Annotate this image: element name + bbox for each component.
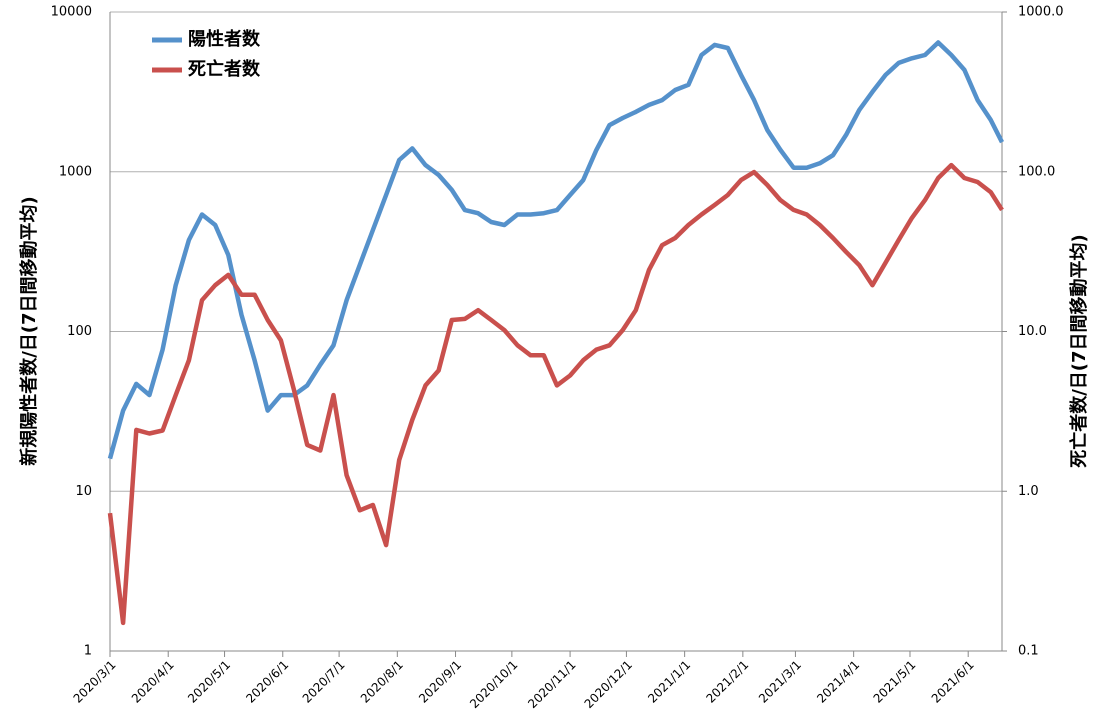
x-tick-label: 2020/12/1: [582, 658, 635, 711]
y2-tick-label: 1000.0: [1018, 5, 1064, 20]
x-tick-label: 2020/6/1: [243, 658, 291, 706]
y-axis-label: 新規陽性者数/日(7日間移動平均): [18, 196, 40, 466]
x-tick-label: 2021/5/1: [871, 658, 919, 706]
x-tick-label: 2020/5/1: [185, 658, 233, 706]
legend-label: 陽性者数: [188, 28, 261, 50]
y2-tick-label: 100.0: [1018, 164, 1055, 179]
y2-tick-label: 0.1: [1018, 644, 1039, 659]
data-line: [107, 162, 1004, 626]
x-tick-label: 2021/1/1: [645, 658, 693, 706]
x-tick-label: 2021/6/1: [929, 658, 977, 706]
y-tick-label: 1: [84, 644, 92, 659]
y2-tick-label: 10.0: [1018, 324, 1047, 339]
x-tick-label: 2020/10/1: [467, 658, 520, 711]
y2-axis-label: 死亡者数/日(7日間移動平均): [1068, 234, 1090, 468]
x-tick-label: 2020/9/1: [416, 658, 464, 706]
y2-tick-label: 1.0: [1018, 484, 1039, 499]
x-tick-label: 2021/2/1: [703, 658, 751, 706]
x-tick-label: 2021/4/1: [814, 658, 862, 706]
x-tick-label: 2021/3/1: [756, 658, 804, 706]
y-tick-label: 10: [75, 484, 92, 499]
y-tick-label: 10000: [51, 5, 92, 20]
x-tick-label: 2020/8/1: [358, 658, 406, 706]
y-tick-label: 100: [67, 324, 92, 339]
x-tick-label: 2020/7/1: [300, 658, 348, 706]
x-tick-label: 2020/3/1: [71, 658, 119, 706]
x-tick-label: 2020/4/1: [129, 658, 177, 706]
legend-label: 死亡者数: [188, 58, 261, 80]
data-line: [107, 40, 1005, 460]
x-tick-label: 2020/11/1: [525, 658, 578, 711]
y-tick-label: 1000: [59, 164, 92, 179]
